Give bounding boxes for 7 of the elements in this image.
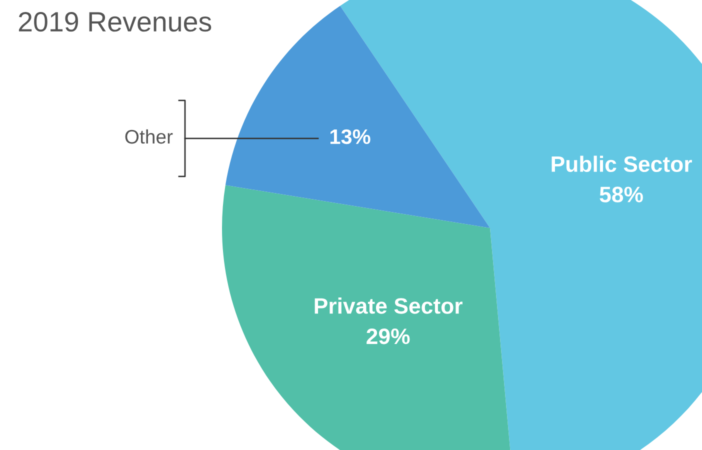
- slice-label: Private Sector: [314, 297, 462, 314]
- data-label: 13%: [330, 129, 370, 144]
- slice-label: Other: [125, 129, 173, 144]
- data-label: 29%: [366, 328, 410, 344]
- slice-label: Public Sector: [552, 156, 692, 172]
- data-label: 58%: [600, 186, 643, 202]
- chart-title: 2019 Revenues: [18, 12, 212, 32]
